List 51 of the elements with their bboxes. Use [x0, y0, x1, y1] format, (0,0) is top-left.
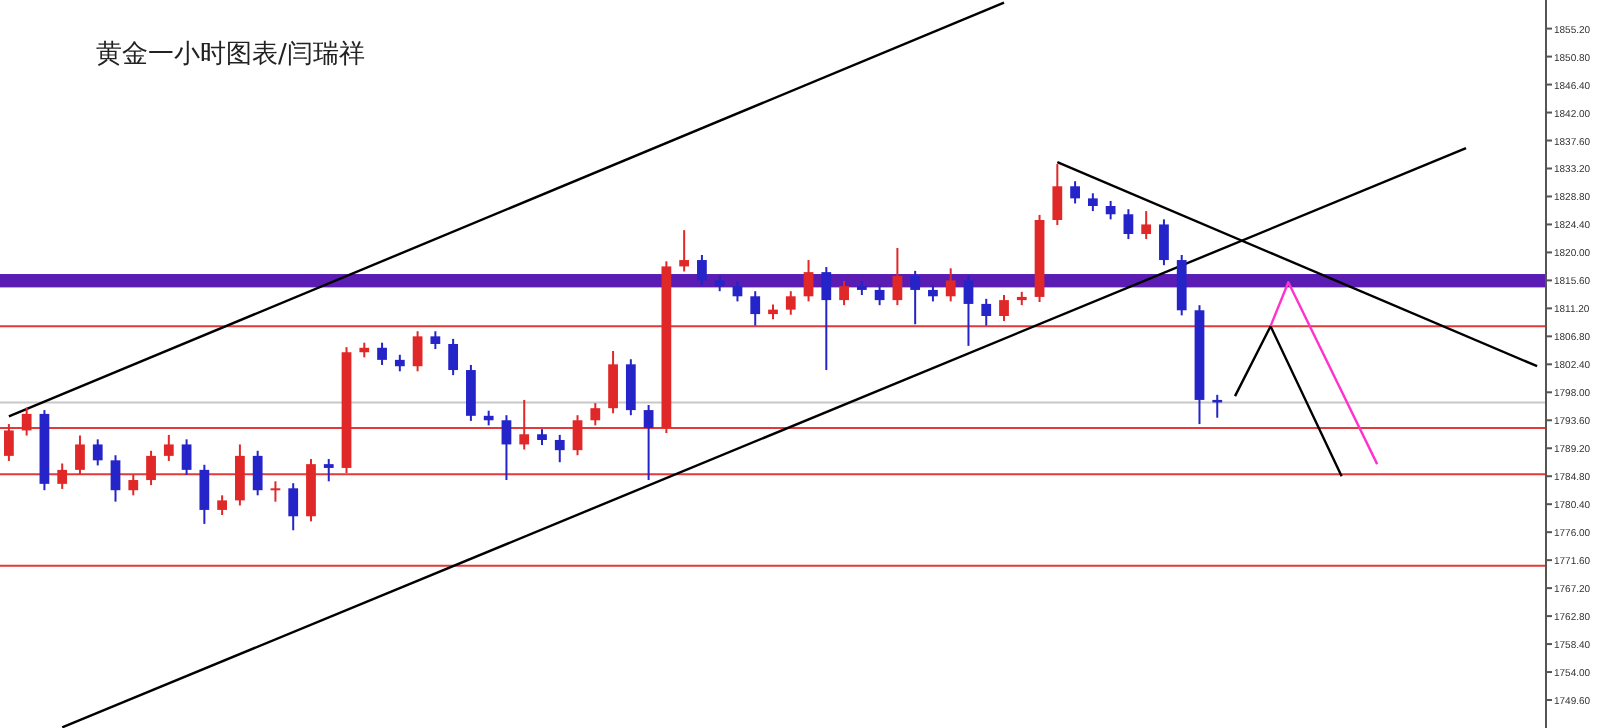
candlestick — [501, 414, 512, 482]
candlestick — [92, 438, 103, 467]
candlestick — [252, 449, 263, 497]
candlestick — [963, 274, 974, 347]
candlestick — [1105, 199, 1116, 221]
candlestick — [1052, 163, 1063, 227]
candlestick — [803, 259, 814, 303]
candlestick — [608, 349, 618, 415]
candlestick — [732, 280, 743, 303]
candlestick — [572, 414, 583, 457]
candlestick — [110, 454, 121, 503]
candlestick — [625, 358, 636, 417]
candlestick — [892, 246, 903, 307]
candlestick — [466, 363, 476, 422]
candlestick — [75, 434, 85, 476]
candlestick — [128, 473, 139, 497]
candlestick — [910, 269, 921, 326]
candlestick — [199, 463, 210, 525]
candlestick — [519, 398, 530, 451]
candlestick — [554, 433, 565, 464]
candlestick — [1070, 180, 1080, 205]
candlestick — [21, 406, 32, 437]
candlestick — [1141, 210, 1152, 241]
candlestick — [874, 283, 885, 307]
candlestick — [839, 280, 849, 307]
candlestick — [643, 404, 654, 482]
candlestick — [288, 482, 299, 532]
candlestick — [750, 290, 761, 327]
candlestick — [412, 330, 423, 373]
candlestick — [999, 294, 1009, 323]
candlestick — [235, 443, 245, 507]
candlestick — [270, 480, 281, 503]
candlestick — [785, 290, 796, 316]
candlestick — [448, 337, 459, 377]
candlestick — [945, 267, 956, 303]
candlestick — [4, 423, 14, 462]
candlestick — [981, 297, 992, 327]
candlestick — [163, 433, 174, 462]
candlestick — [217, 494, 228, 516]
candlestick — [590, 402, 601, 427]
candlestick — [679, 229, 690, 273]
candlestick — [697, 253, 707, 287]
candlestick — [377, 341, 387, 366]
text: 黄金一小时图表/闫瑞祥 — [96, 40, 365, 70]
candlestick — [146, 449, 156, 487]
candlestick — [1123, 208, 1134, 241]
candlestick — [323, 458, 334, 483]
candlestick — [57, 462, 68, 490]
candlestick — [1159, 218, 1169, 267]
candlestick — [821, 266, 832, 372]
candlestick — [181, 438, 192, 476]
